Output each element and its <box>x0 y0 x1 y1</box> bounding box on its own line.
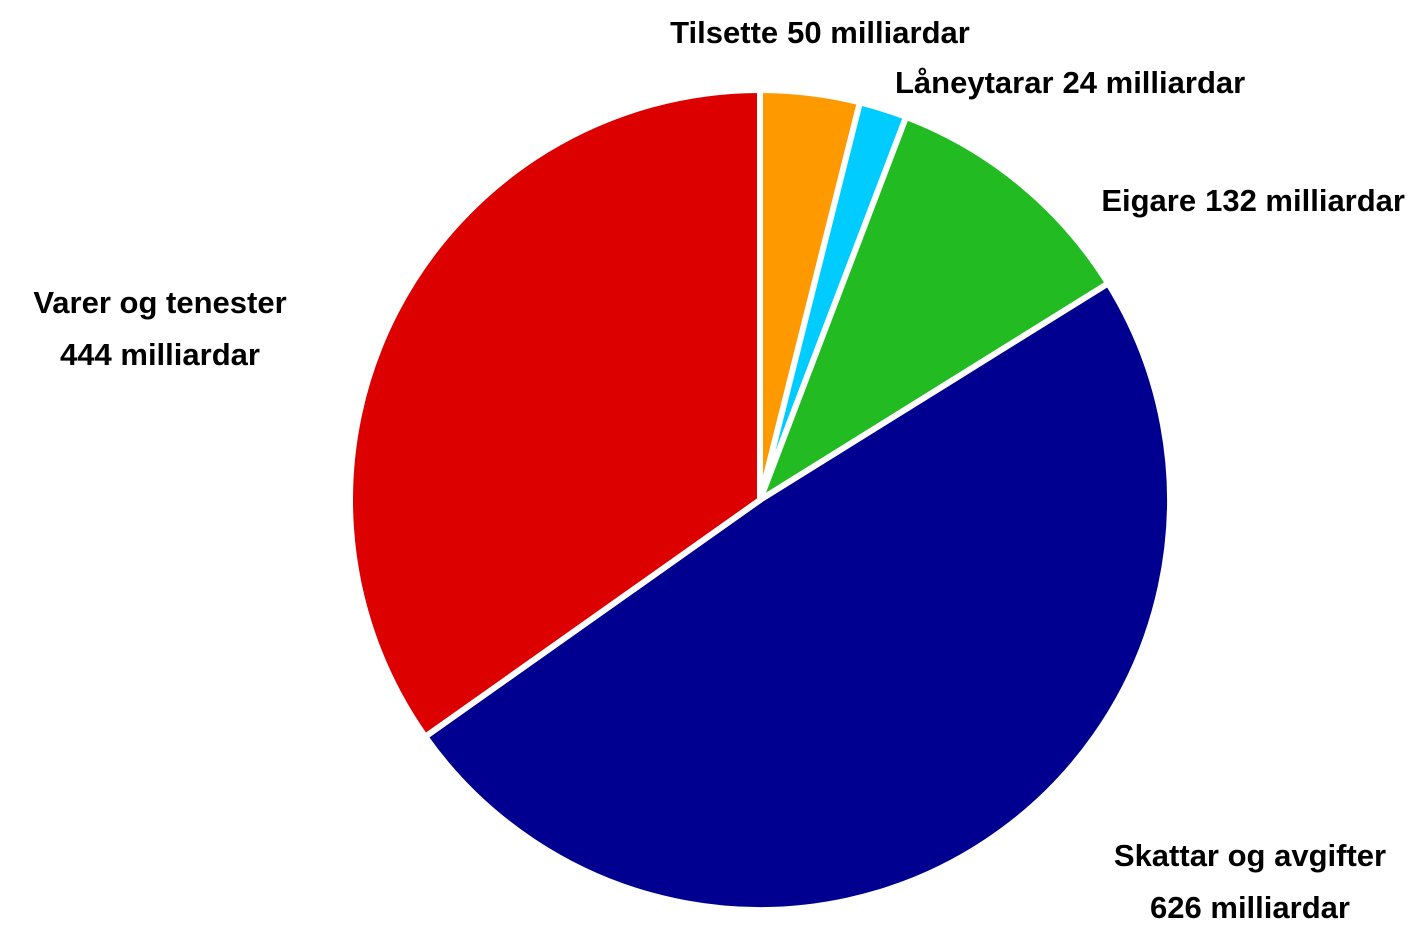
category-label: Skattar og avgifter <box>1114 838 1386 873</box>
value-label: 444 milliardar <box>60 337 260 372</box>
slice-label: Varer og tenester 444 milliardar <box>33 285 286 372</box>
slice-label: Låneytarar 24 milliardar <box>895 65 1245 100</box>
value-label: 132 milliardar <box>1205 183 1405 218</box>
pie-slice <box>347 87 763 740</box>
category-label: Tilsette <box>670 15 778 50</box>
category-label: Eigare <box>1101 183 1196 218</box>
category-label: Låneytarar <box>895 65 1054 100</box>
value-label: 50 milliardar <box>787 15 970 50</box>
category-label: Varer og tenester <box>33 285 286 320</box>
value-label: 24 milliardar <box>1063 65 1246 100</box>
slice-label: Skattar og avgifter 626 milliardar <box>1114 838 1386 925</box>
slice-label: Tilsette 50 milliardar <box>670 15 970 50</box>
pie-slice <box>422 280 1173 913</box>
slice-label: Eigare 132 milliardar <box>1101 183 1405 218</box>
pie-slice <box>757 113 1112 503</box>
value-label: 626 milliardar <box>1150 890 1350 925</box>
